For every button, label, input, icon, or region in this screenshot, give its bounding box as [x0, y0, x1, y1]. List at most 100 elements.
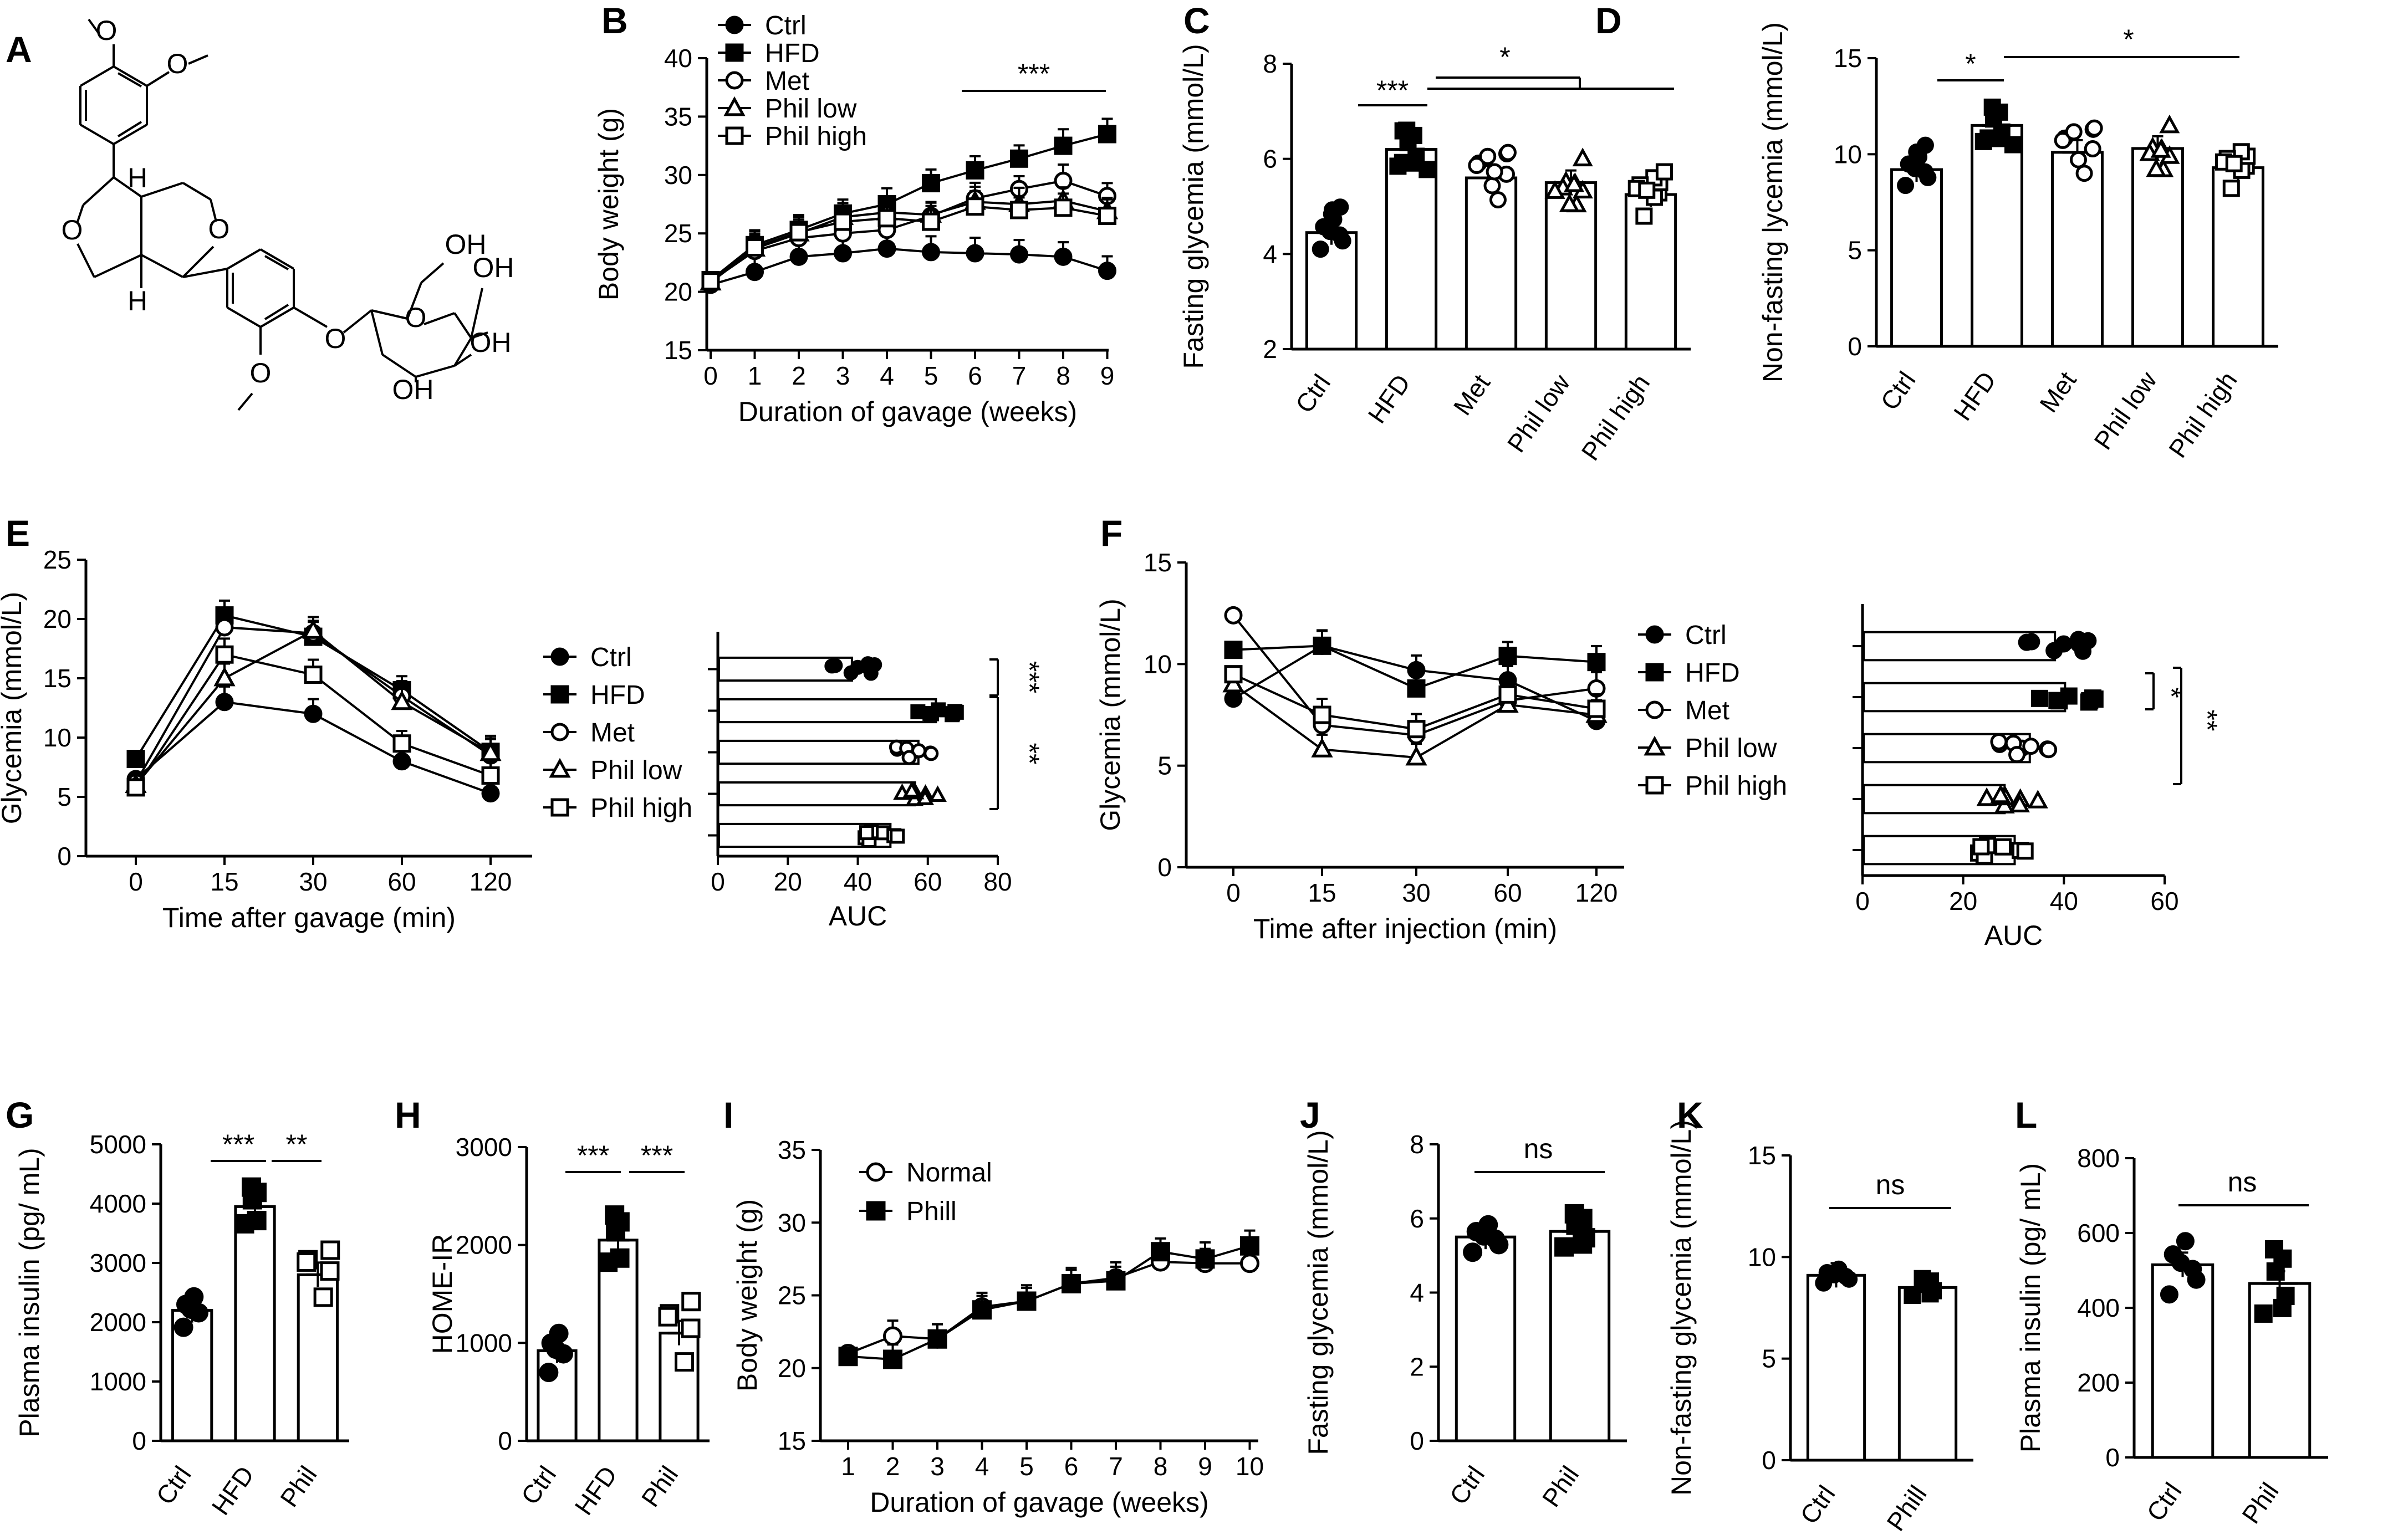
chart-C-xtick-label: HFD: [1362, 369, 1416, 428]
chart-B-point-Phil-high: [1054, 198, 1073, 217]
chart-B-ytick-label: 35: [664, 102, 692, 131]
chart-E-point-Met: [215, 618, 234, 637]
chart-B-xtick-label: 9: [1100, 361, 1115, 390]
chart-L-xtick-label: Ctrl: [2141, 1477, 2187, 1526]
bond: [343, 309, 373, 334]
chart-I-point-Phill: [1017, 1291, 1037, 1311]
chart-I-legend-label: Normal: [906, 1158, 992, 1188]
chart-D-dot: [2150, 139, 2171, 158]
structure-atom-O: O: [96, 15, 118, 46]
chart-C-dot: [1489, 191, 1507, 209]
chart-D-dot: [1897, 177, 1915, 195]
chart-K-dot: [1818, 1263, 1836, 1281]
chart-E-AUC-dot: [902, 781, 921, 798]
chart-D-bar: [2051, 151, 2104, 348]
chart-F-annotation-1: *: [2156, 687, 2187, 698]
chart-D-annotation-1: *: [1965, 48, 1976, 79]
chart-E-legend-marker: [550, 647, 569, 666]
panel-label-F: F: [1100, 513, 1122, 554]
chart-B-xtick-label: 0: [703, 361, 718, 390]
chart-E-point-Phil-low: [213, 666, 236, 687]
chart-C-ylabel: Fasting glycemia (mmol/L): [1178, 44, 1209, 369]
chart-B-ytick-label: 40: [664, 44, 692, 73]
bond: [188, 54, 208, 65]
chart-H-ytick-label: 1000: [456, 1328, 512, 1357]
bond: [146, 71, 170, 87]
chart-I-xtick-label: 4: [975, 1452, 989, 1481]
structure-atom-OH-1: OH: [445, 229, 487, 260]
chart-I-point-Normal: [883, 1326, 902, 1346]
bond: [226, 248, 262, 270]
chart-G-ytick-label: 0: [132, 1426, 146, 1455]
chart-I-ylabel: Body weight (g): [732, 1199, 763, 1391]
chart-D-dot: [2222, 180, 2240, 197]
structure-atom-O: O: [250, 357, 272, 388]
chart-E-ytick-label: 5: [57, 782, 72, 811]
chart-I-xtick-label: 1: [841, 1452, 855, 1481]
chart-E-xlabel: Time after gavage (min): [162, 902, 456, 933]
panel-label-K: K: [1677, 1094, 1703, 1135]
chart-I-point-Phill: [1240, 1236, 1259, 1256]
chart-H-xtick-label: Phil: [636, 1461, 684, 1512]
chart-B-xtick-label: 1: [748, 361, 762, 390]
chart-G-ytick-label: 3000: [90, 1249, 146, 1277]
chart-F-legend-label: Phil high: [1685, 771, 1787, 801]
chart-E-xtick-label: 30: [299, 867, 327, 896]
chart-B-legend-label: Met: [765, 66, 809, 96]
panel-label-I: I: [723, 1094, 733, 1135]
chart-C-dot: [1479, 147, 1497, 165]
chart-B-legend-marker: [725, 71, 744, 90]
chart-E-legend-marker: [550, 685, 569, 704]
chart-F-AUC-dot: [2079, 632, 2097, 649]
chart-B-point-Phil-high: [1010, 201, 1028, 219]
chart-B-ytick-label: 20: [664, 278, 692, 306]
chart-H-dot: [675, 1352, 695, 1372]
chart-I-series-Phill: [848, 1245, 1251, 1361]
chart-K-ytick-label: 15: [1748, 1141, 1776, 1170]
chart-E-AUC-dot: [911, 743, 927, 759]
chart-L-dot: [2276, 1286, 2295, 1305]
chart-D-xtick-label: Met: [2034, 366, 2082, 418]
chart-C-dot: [1544, 180, 1565, 199]
chart-H-xtick-label: Ctrl: [516, 1461, 562, 1510]
chart-F-legend-marker: [1645, 663, 1664, 682]
bond: [237, 392, 253, 411]
chart-B-point-Phil-high: [922, 212, 940, 231]
chart-J-ytick-label: 0: [1410, 1426, 1424, 1455]
chart-B-xtick-label: 6: [968, 361, 982, 390]
bond: [182, 182, 212, 201]
chart-J-xtick-label: Ctrl: [1444, 1461, 1491, 1510]
chart-D-dot: [2075, 165, 2093, 182]
chart-F-point-HFD: [1407, 679, 1426, 698]
chart-D-ytick-label: 15: [1834, 44, 1862, 73]
chart-C-dot: [1655, 163, 1673, 181]
chart-B-legend-marker: [725, 126, 744, 145]
chart-D-dot: [2225, 155, 2243, 172]
chart-J-ytick-label: 8: [1410, 1130, 1424, 1159]
chart-F-point-Phil-high: [1407, 720, 1426, 739]
chart-B-legend-label: Phil low: [765, 94, 857, 124]
bond: [370, 310, 384, 355]
chart-C-dot: [1315, 218, 1333, 236]
bond: [94, 254, 142, 278]
chart-E-legend-label: Phil high: [590, 794, 692, 823]
chart-F-point-Met: [1224, 606, 1243, 625]
chart-L-dot: [2160, 1285, 2178, 1304]
chart-C-ytick-label: 8: [1263, 49, 1277, 78]
chart-B-point-HFD: [966, 161, 984, 180]
panel-label-B: B: [601, 0, 628, 41]
chart-E-legend-label: Ctrl: [590, 643, 632, 672]
chart-H-ylabel: HOME-IR: [427, 1234, 458, 1354]
structure-atom-O-link: O: [325, 323, 346, 354]
chart-C-dot: [1323, 201, 1341, 219]
chart-B-point-Ctrl: [789, 247, 808, 266]
chart-I-point-Phill: [927, 1329, 947, 1349]
chart-C-dot: [1638, 181, 1656, 199]
chart-C-annotation-1: ***: [1376, 75, 1409, 106]
chart-I-point-Phill: [1195, 1249, 1215, 1269]
chart-F-point-HFD: [1587, 653, 1606, 672]
chart-I-point-Phill: [972, 1300, 992, 1320]
chart-B-point-Phil-high: [746, 238, 764, 257]
chart-I-ytick-label: 15: [778, 1426, 806, 1455]
